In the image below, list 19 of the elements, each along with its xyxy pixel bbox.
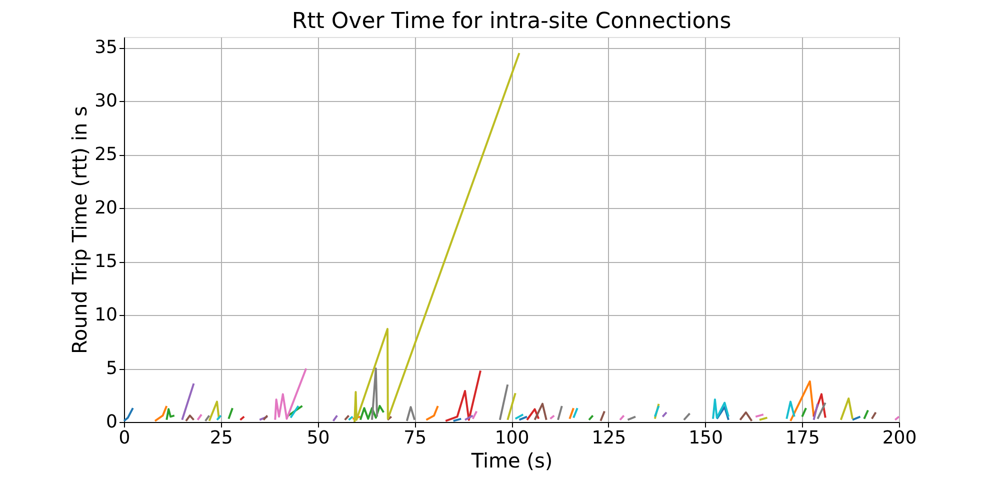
x-tick-label: 125 [592, 428, 626, 448]
y-tick-label: 30 [94, 90, 118, 112]
y-tick-label: 35 [94, 37, 118, 58]
y-tick-label: 15 [94, 251, 118, 272]
x-tick-label: 175 [785, 428, 820, 448]
y-tick-label: 0 [106, 412, 118, 432]
y-axis-title: Round Trip Time (rtt) in s [68, 106, 92, 354]
x-tick-label: 150 [688, 428, 723, 448]
y-tick-label: 10 [94, 304, 118, 326]
x-axis-title: Time (s) [470, 448, 553, 472]
y-tick-label: 20 [94, 198, 118, 219]
x-tick-label: 25 [210, 428, 233, 448]
x-tick-label: 200 [882, 428, 917, 448]
x-tick-label: 50 [306, 428, 330, 448]
x-tick-label: 75 [404, 428, 427, 448]
chart-title: Rtt Over Time for intra-site Connections [292, 9, 732, 34]
y-tick-label: 25 [94, 144, 118, 166]
x-tick-label: 100 [494, 428, 530, 448]
y-tick-label: 5 [106, 358, 118, 380]
